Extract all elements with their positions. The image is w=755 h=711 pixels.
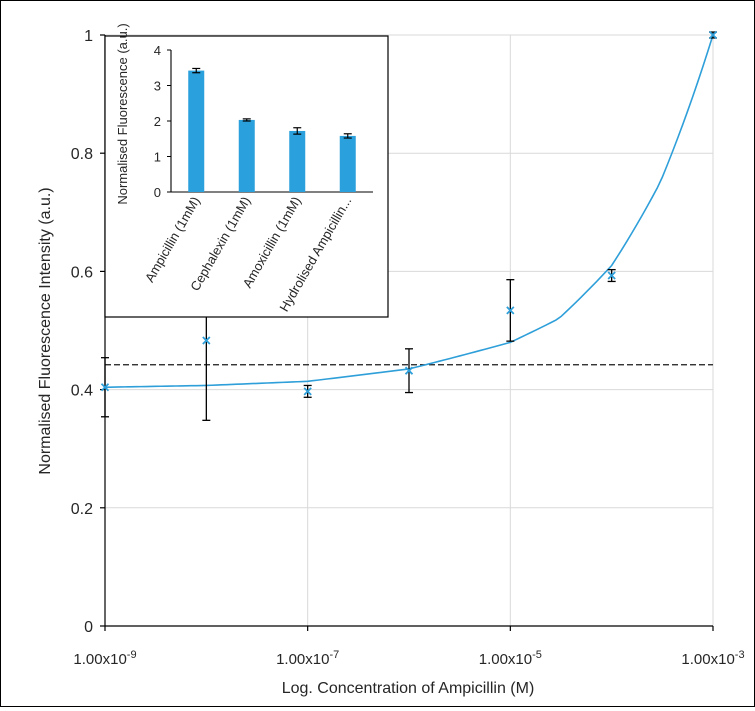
main-x-tick-label: 1.00x10-3 bbox=[681, 649, 744, 668]
main-x-tick-labels: 1.00x10-9 1.00x10-7 1.00x10-5 1.00x10-3 bbox=[73, 649, 744, 668]
inset-bar bbox=[339, 135, 356, 192]
inset-bars bbox=[188, 70, 356, 192]
inset-y-axis-title: Normalised Fluorescence (a.u.) bbox=[115, 23, 130, 204]
data-point bbox=[202, 336, 211, 345]
data-point-stroke bbox=[607, 271, 616, 280]
main-y-tick-label: 0.4 bbox=[71, 383, 93, 400]
inset-y-tick-label: 4 bbox=[154, 43, 161, 58]
main-x-tick-label: 1.00x10-5 bbox=[479, 649, 542, 668]
main-x-tick-label: 1.00x10-7 bbox=[276, 649, 339, 668]
inset-y-tick-labels: 0 1 2 3 4 bbox=[154, 43, 161, 200]
main-y-tick-label: 0.2 bbox=[71, 501, 93, 518]
main-y-tick-label: 0.6 bbox=[71, 264, 93, 281]
data-point-stroke bbox=[202, 336, 211, 345]
data-point-stroke bbox=[404, 366, 414, 375]
data-point bbox=[100, 383, 110, 392]
data-point-stroke bbox=[708, 30, 718, 40]
data-point bbox=[303, 387, 312, 396]
main-y-tick-label: 1 bbox=[84, 28, 93, 45]
main-y-tick-label: 0.8 bbox=[71, 146, 93, 163]
main-y-tick-labels: 0 0.2 0.4 0.6 0.8 1 bbox=[71, 28, 93, 636]
inset-y-tick-label: 3 bbox=[154, 79, 161, 94]
data-point-stroke bbox=[100, 383, 110, 392]
inset-y-tick-label: 2 bbox=[154, 114, 161, 129]
data-point bbox=[506, 306, 515, 315]
inset-y-tick-label: 1 bbox=[154, 150, 161, 165]
data-point bbox=[708, 30, 718, 40]
inset-y-tick-label: 0 bbox=[154, 185, 161, 200]
data-point bbox=[607, 271, 616, 280]
main-x-axis-title: Log. Concentration of Ampicillin (M) bbox=[282, 680, 535, 697]
inset-bar bbox=[238, 119, 255, 192]
main-y-tick-label: 0 bbox=[84, 619, 93, 636]
data-point-stroke bbox=[506, 306, 515, 315]
main-data-points bbox=[100, 30, 718, 396]
inset-bar bbox=[289, 130, 306, 192]
inset-bar bbox=[188, 70, 205, 192]
data-point bbox=[404, 366, 414, 375]
inset-error-bars bbox=[192, 67, 352, 139]
main-x-tick-label: 1.00x10-9 bbox=[73, 649, 136, 668]
inset-axes bbox=[167, 49, 373, 193]
data-point-stroke bbox=[303, 387, 312, 396]
main-y-axis-title: Normalised Fluorescence Intensity (a.u.) bbox=[37, 187, 54, 474]
